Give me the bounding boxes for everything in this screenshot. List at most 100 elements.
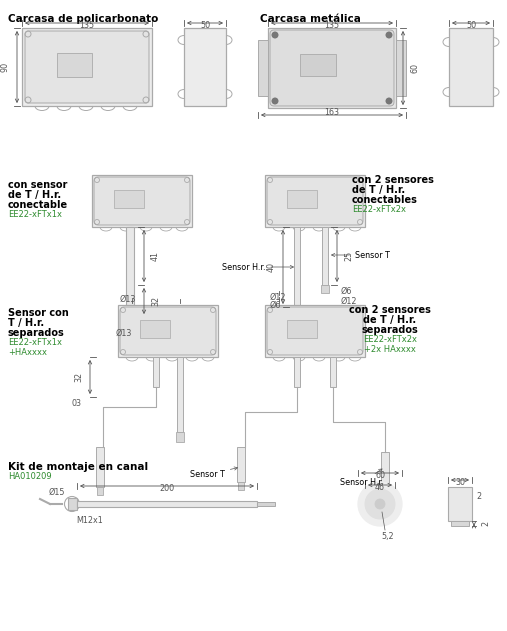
Text: 46: 46 [375,483,385,492]
Bar [268,28,396,108]
Text: de T / H.r.: de T / H.r. [352,185,405,195]
Text: Sensor T: Sensor T [190,467,238,479]
Bar [287,320,317,338]
Bar [300,54,336,76]
Text: Ø6: Ø6 [341,287,352,296]
Bar [125,317,135,327]
Text: Ø6: Ø6 [270,301,281,310]
Bar [321,285,329,293]
Text: 163: 163 [324,108,340,117]
Bar [294,357,300,387]
Bar [451,521,469,526]
Circle shape [365,489,395,519]
Text: 200: 200 [159,484,174,493]
Circle shape [272,32,278,38]
Bar [381,452,389,487]
Bar [258,40,268,96]
Text: Ø15: Ø15 [49,488,65,497]
Bar [176,432,184,442]
FancyBboxPatch shape [25,31,149,103]
Bar [92,175,192,227]
Text: Sensor con: Sensor con [8,308,69,318]
Text: 135: 135 [324,21,340,30]
Text: EE22-xFTx2x: EE22-xFTx2x [352,205,406,214]
Text: 41: 41 [151,251,160,261]
Text: Carcasa metálica: Carcasa metálica [260,14,361,24]
Text: +HAxxxx: +HAxxxx [8,348,47,357]
Bar [237,447,245,482]
Bar [153,357,159,387]
Text: de T / H.r.: de T / H.r. [8,190,61,200]
Text: Ø12: Ø12 [270,293,286,302]
Text: con 2 sensores: con 2 sensores [349,305,431,315]
Text: conectables: conectables [352,195,418,205]
Text: con sensor: con sensor [8,180,67,190]
Text: 03: 03 [72,399,82,408]
Bar [97,487,103,495]
Bar [330,357,336,387]
Text: Kit de montaje en canal: Kit de montaje en canal [8,462,148,472]
Text: Carcasa de policarbonato: Carcasa de policarbonato [8,14,158,24]
Bar [126,227,134,317]
Bar [287,190,317,208]
Text: de T / H.r.: de T / H.r. [364,315,417,325]
Text: separados: separados [8,328,65,338]
Circle shape [385,98,392,105]
Bar [396,40,406,96]
Bar [265,305,365,357]
Text: +2x HAxxxx: +2x HAxxxx [364,345,416,354]
Text: Sensor H.r.: Sensor H.r. [222,262,294,271]
Text: 2: 2 [476,492,481,501]
Circle shape [69,501,75,507]
Bar [114,190,144,208]
Bar [140,320,170,338]
Text: 32: 32 [74,372,83,382]
FancyBboxPatch shape [94,177,190,225]
FancyBboxPatch shape [270,30,394,106]
Bar [293,307,301,317]
Bar [184,28,226,106]
Bar [177,357,183,432]
Bar [265,175,365,227]
Text: EE22-xFTx1x: EE22-xFTx1x [8,210,62,219]
Bar [322,227,328,285]
Text: 30: 30 [455,478,465,487]
Text: M12x1: M12x1 [76,516,103,525]
Bar [238,482,244,490]
Bar [294,227,300,307]
Bar [96,447,104,487]
FancyBboxPatch shape [120,307,216,355]
Text: 50: 50 [200,21,210,30]
Text: con 2 sensores: con 2 sensores [352,175,434,185]
Text: EE22-xFTx2x: EE22-xFTx2x [363,335,417,344]
Text: 25: 25 [344,251,353,261]
Circle shape [272,98,278,105]
Circle shape [385,32,392,38]
Bar [448,487,472,521]
Text: Ø13: Ø13 [116,329,132,338]
Bar [257,502,275,506]
Text: 5,2: 5,2 [382,532,394,541]
Circle shape [358,482,402,526]
Circle shape [375,499,385,509]
Bar [449,28,493,106]
Text: 2: 2 [481,521,490,526]
Text: 90: 90 [1,62,10,72]
Text: Sensor H.r.: Sensor H.r. [340,469,383,487]
Bar [57,53,92,77]
Text: 50: 50 [466,21,476,30]
Text: conectable: conectable [8,200,68,210]
Bar [68,498,77,510]
Text: Ø13: Ø13 [120,295,136,304]
Text: 135: 135 [80,21,95,30]
Text: Ø12: Ø12 [341,297,357,306]
Text: Sensor T: Sensor T [332,251,390,259]
Text: HA010209: HA010209 [8,472,52,481]
Text: 60: 60 [375,471,385,480]
Bar [118,305,218,357]
Text: separados: separados [361,325,418,335]
Text: T / H.r.: T / H.r. [8,318,44,328]
FancyBboxPatch shape [267,177,363,225]
Bar [382,487,388,495]
Bar [77,501,257,507]
